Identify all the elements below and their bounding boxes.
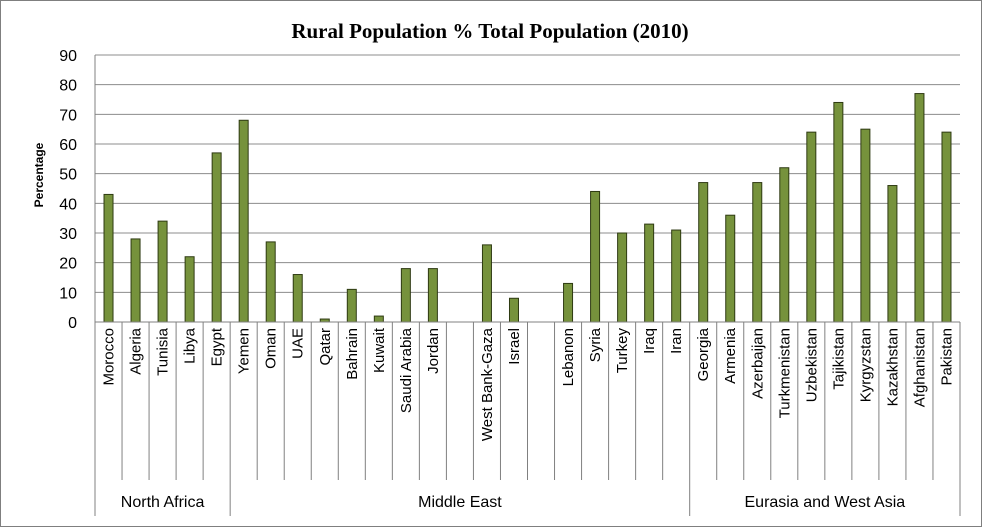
y-axis-ticks: 0 10 20 30 40 50 60 70 80 90 (59, 48, 77, 332)
bar-israel (508, 297, 519, 323)
bar-algeria (130, 238, 141, 323)
bar-oman (265, 241, 276, 323)
x-tick-label: Turkey (614, 328, 631, 374)
y-axis-label: Percentage (32, 142, 46, 207)
bar-turkey (617, 232, 628, 323)
bar-syria (590, 190, 601, 323)
x-tick-label: Afghanistan (911, 328, 928, 407)
x-tick-label: Libya (182, 327, 199, 364)
x-tick-label: West Bank-Gaza (479, 327, 496, 441)
bar-pakistan (941, 131, 952, 323)
x-tick-label: Uzbekistan (803, 328, 820, 402)
bar-iraq (644, 223, 655, 323)
x-tick-label: Azerbaijan (749, 328, 766, 399)
x-tick-label: Kuwait (371, 327, 388, 373)
bar-egypt (211, 152, 222, 323)
x-tick-label: Kyrgyzstan (857, 328, 874, 402)
bar-kyrgyzstan (860, 128, 871, 323)
y-tick-label: 70 (59, 107, 77, 124)
y-tick-label: 0 (68, 315, 77, 332)
bar-armenia (725, 214, 736, 323)
bar-turkmenistan (779, 167, 790, 323)
bar-bahrain (346, 288, 357, 323)
x-tick-label: Pakistan (938, 328, 955, 386)
category-axis (94, 55, 961, 516)
x-tick-label: Israel (506, 328, 523, 365)
x-tick-label: Tunisia (155, 327, 172, 375)
bar-jordan (427, 268, 438, 323)
bars (103, 93, 952, 323)
bar-yemen (238, 119, 249, 323)
x-tick-label: Egypt (209, 327, 226, 366)
x-tick-label: Tajikistan (830, 328, 847, 390)
chart-title: Rural Population % Total Population (201… (291, 19, 688, 43)
y-tick-label: 10 (59, 285, 77, 302)
y-tick-label: 50 (59, 167, 77, 184)
bar-kuwait (373, 315, 384, 323)
bar-saudi-arabia (400, 268, 411, 323)
bar-georgia (698, 182, 709, 323)
x-tick-label: Oman (263, 328, 280, 369)
y-tick-label: 20 (59, 256, 77, 273)
x-tick-label: Jordan (425, 328, 442, 374)
y-tick-label: 30 (59, 226, 77, 243)
x-tick-label: Armenia (722, 327, 739, 384)
x-tick-label: Bahrain (344, 328, 361, 380)
bar-morocco (103, 193, 114, 323)
x-tick-label: Iraq (641, 328, 658, 354)
x-tick-label: Saudi Arabia (398, 327, 415, 413)
bar-tajikistan (833, 101, 844, 323)
bar-kazakhstan (887, 185, 898, 323)
x-tick-label: Kazakhstan (884, 328, 901, 406)
x-tick-label: Syria (587, 327, 604, 362)
bar-uae (292, 274, 303, 323)
bar-uzbekistan (806, 131, 817, 323)
x-tick-label: Iran (668, 328, 685, 354)
x-tick-label: Turkmenistan (776, 328, 793, 418)
y-tick-label: 80 (59, 78, 77, 95)
x-tick-label: Yemen (236, 328, 253, 374)
group-label-eurasia-and-west-asia: Eurasia and West Asia (745, 494, 906, 511)
category-labels: Morocco Algeria Tunisia Libya Egypt Yemen Oman… (101, 327, 956, 441)
gridlines (95, 54, 960, 293)
x-tick-label: Morocco (101, 328, 118, 386)
bar-west-bank-gaza (481, 244, 492, 323)
x-tick-label: Georgia (695, 327, 712, 381)
y-tick-label: 60 (59, 137, 77, 154)
y-tick-label: 40 (59, 196, 77, 213)
x-tick-label: UAE (290, 328, 307, 359)
x-tick-label: Algeria (128, 327, 145, 374)
y-tick-label: 90 (59, 48, 77, 65)
x-tick-label: Lebanon (560, 328, 577, 386)
bar-azerbaijan (752, 182, 763, 323)
bar-lebanon (563, 282, 574, 323)
x-tick-label: Qatar (317, 328, 334, 366)
bar-tunisia (157, 220, 168, 323)
group-label-middle-east: Middle East (418, 494, 502, 511)
group-label-north-africa: North Africa (121, 494, 205, 511)
bar-libya (184, 256, 195, 323)
bar-afghanistan (914, 93, 925, 323)
group-labels: North Africa Middle East Eurasia and West … (121, 494, 906, 511)
bar-iran (671, 229, 682, 323)
